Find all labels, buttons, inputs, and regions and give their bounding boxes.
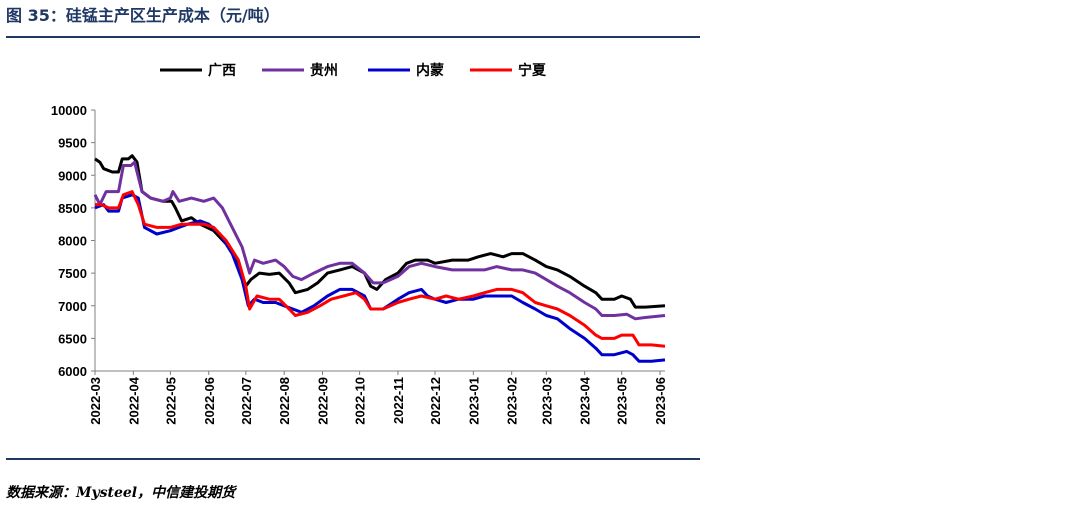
x-tick-label: 2023-04 bbox=[578, 376, 593, 424]
legend-label: 宁夏 bbox=[518, 62, 547, 79]
x-tick-label: 2022-03 bbox=[88, 377, 103, 425]
y-tick-label: 7500 bbox=[58, 266, 87, 281]
legend-label: 内蒙 bbox=[416, 62, 444, 79]
y-tick-label: 6500 bbox=[58, 331, 87, 346]
y-tick-label: 7000 bbox=[58, 299, 87, 314]
x-tick-label: 2023-01 bbox=[466, 377, 481, 425]
y-tick-label: 8500 bbox=[58, 201, 87, 216]
chart-legend: 广西 贵州 内蒙 宁夏 bbox=[160, 62, 547, 79]
y-tick-label: 9000 bbox=[58, 168, 87, 183]
top-rule bbox=[6, 36, 700, 38]
x-tick-label: 2022-04 bbox=[126, 376, 141, 424]
y-tick-label: 9500 bbox=[58, 136, 87, 151]
legend-label: 广西 bbox=[208, 62, 236, 79]
x-tick-label: 2022-12 bbox=[428, 377, 443, 425]
source-note: 数据来源：Mysteel，中信建投期货 bbox=[6, 485, 236, 501]
y-tick-label: 8000 bbox=[58, 234, 87, 249]
x-tick-label: 2022-10 bbox=[353, 377, 368, 425]
line-chart: 广西 贵州 内蒙 宁夏 6000 6500 7000 7500 8000 8500 9000 950… bbox=[51, 62, 668, 425]
x-tick-label: 2022-08 bbox=[277, 377, 292, 425]
plot-area bbox=[93, 154, 666, 363]
x-tick-label: 2022-09 bbox=[316, 377, 331, 425]
x-tick-label: 2023-02 bbox=[505, 377, 520, 425]
x-tick-label: 2023-03 bbox=[539, 377, 554, 425]
bottom-rule bbox=[6, 458, 700, 460]
series-line-4 bbox=[95, 190, 666, 348]
x-tick-label: 2023-05 bbox=[615, 377, 630, 425]
x-tick-label: 2022-11 bbox=[391, 377, 406, 424]
x-tick-label: 2023-06 bbox=[653, 377, 668, 425]
y-tick-label: 10000 bbox=[51, 103, 87, 118]
y-tick-label: 6000 bbox=[58, 364, 87, 379]
figure-title: 图 35：硅锰主产区生产成本（元/吨） bbox=[6, 6, 280, 25]
series-line-2 bbox=[93, 160, 666, 321]
x-tick-label: 2022-05 bbox=[163, 377, 178, 425]
legend-label: 贵州 bbox=[310, 62, 338, 79]
x-tick-label: 2022-06 bbox=[202, 377, 217, 425]
x-tick-label: 2022-07 bbox=[239, 377, 254, 425]
chart-axes: 6000 6500 7000 7500 8000 8500 9000 9500 10000 202… bbox=[51, 103, 668, 425]
